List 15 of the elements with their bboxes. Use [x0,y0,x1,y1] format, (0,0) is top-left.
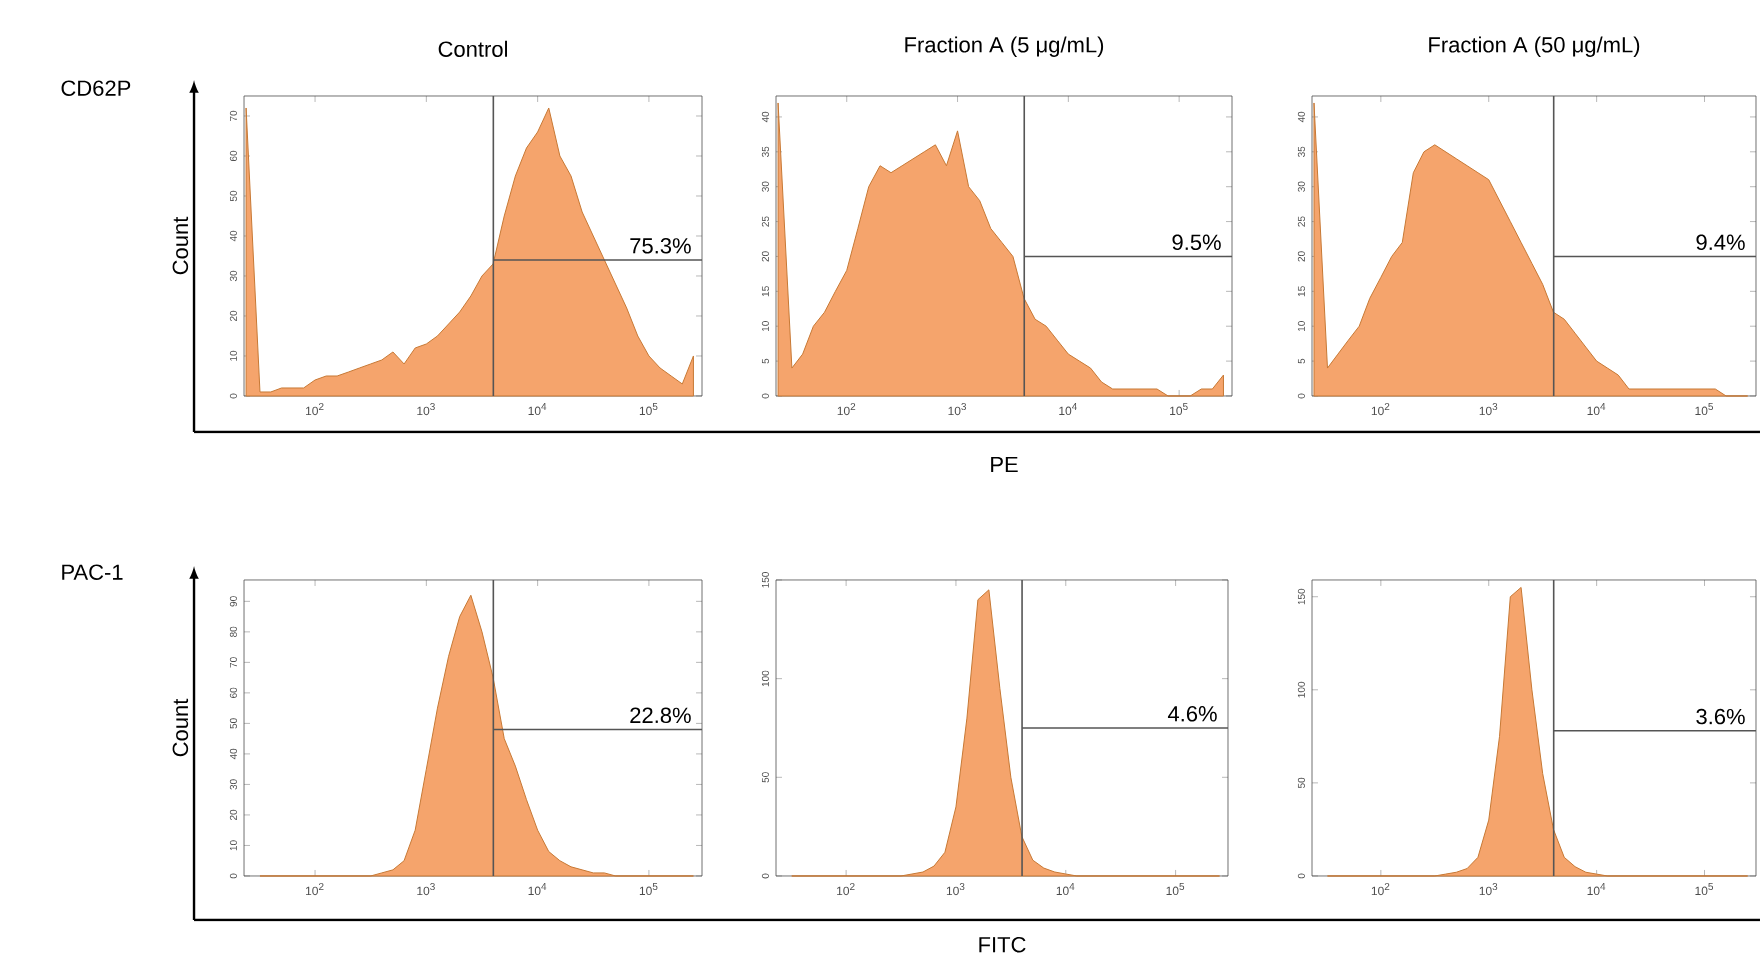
annotation: 9.5% [1172,234,1221,251]
annotation: 22.8% [630,707,691,724]
y-axis-title: Count [172,698,189,757]
annotation: 9.4% [1696,234,1745,251]
text: CD62P [61,80,131,96]
x-axis-title: PE [991,456,1018,473]
annotation: 3.6% [1696,708,1745,725]
chart-title: Fraction A (5 μg/mL) [905,36,1104,57]
text: PAC-1 [62,564,123,580]
annotation: 4.6% [1167,706,1217,722]
y-axis-title: Count [172,216,189,275]
chart-title: Fraction A (50 μg/mL) [1429,36,1640,57]
x-axis-title: FITC [979,936,1026,953]
annotation: 75.3% [630,238,691,254]
chart-title: Control [438,40,507,57]
